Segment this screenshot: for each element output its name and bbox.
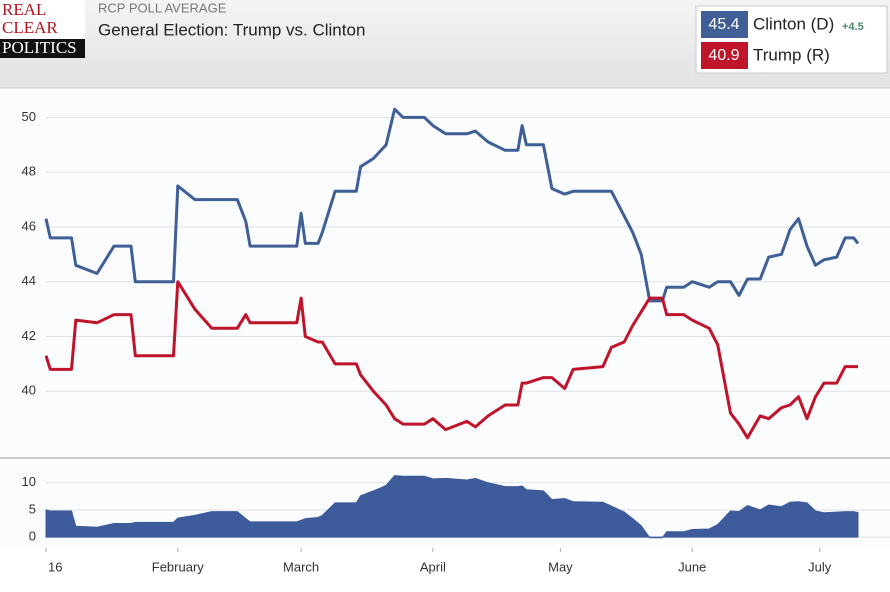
logo: REAL CLEAR POLITICS bbox=[0, 0, 85, 58]
y-tick-label: 42 bbox=[22, 328, 36, 343]
y-tick-label: 48 bbox=[22, 164, 36, 179]
x-tick-label: 16 bbox=[48, 559, 62, 574]
y-tick-label: 0 bbox=[29, 529, 36, 544]
logo-bar bbox=[0, 39, 85, 58]
legend-label: Clinton (D) bbox=[753, 14, 834, 33]
logo-text: POLITICS bbox=[2, 38, 77, 57]
plot-bg bbox=[0, 90, 890, 548]
kicker: RCP POLL AVERAGE bbox=[98, 0, 227, 15]
logo-text: REAL bbox=[2, 0, 46, 19]
x-tick-label: May bbox=[548, 559, 573, 574]
area bbox=[45, 475, 859, 539]
chart-title: General Election: Trump vs. Clinton bbox=[98, 20, 365, 39]
y-tick-label: 46 bbox=[22, 218, 36, 233]
x-tick-label: March bbox=[283, 559, 319, 574]
legend-swatch bbox=[701, 11, 748, 38]
y-tick-label: 5 bbox=[29, 501, 36, 516]
legend-value: 45.4 bbox=[708, 16, 739, 33]
legend: 45.4 Clinton (D) +4.5 40.9 Trump (R) bbox=[695, 5, 888, 74]
y-tick-label: 10 bbox=[22, 474, 36, 489]
legend-swatch bbox=[701, 42, 748, 69]
line bbox=[44, 280, 858, 440]
x-tick-label: July bbox=[808, 559, 832, 574]
y-tick-label: 40 bbox=[22, 383, 36, 398]
y-tick-label: 50 bbox=[22, 109, 36, 124]
x-tick-label: April bbox=[420, 559, 446, 574]
logo-text: CLEAR bbox=[2, 18, 58, 37]
x-tick-label: June bbox=[678, 559, 706, 574]
line bbox=[44, 107, 860, 303]
legend-value: 40.9 bbox=[708, 47, 739, 64]
legend-label: Trump (R) bbox=[753, 45, 830, 64]
legend-lead: +4.5 bbox=[842, 21, 864, 33]
y-tick-label: 44 bbox=[22, 273, 36, 288]
x-tick-label: February bbox=[152, 559, 205, 574]
